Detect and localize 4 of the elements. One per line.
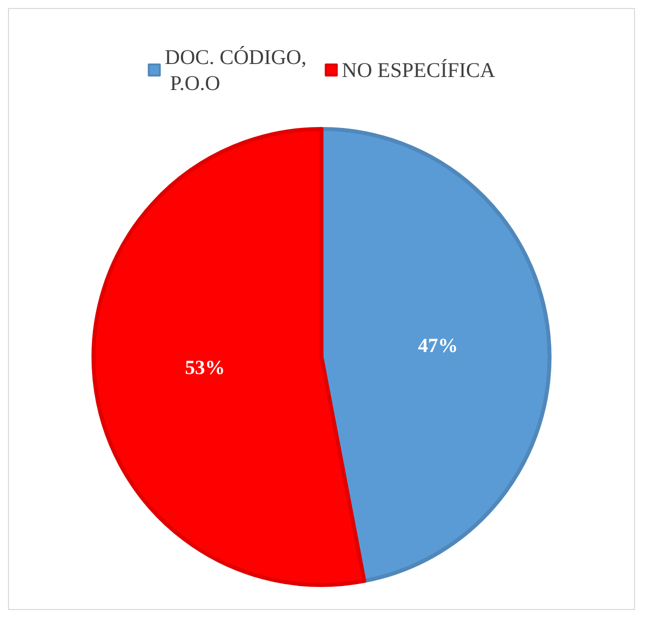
data-label: 53% [185,357,226,380]
legend-label: DOC. CÓDIGO, P.O.O [164,45,307,95]
legend-label: NO ESPECÍFICA [342,58,496,82]
data-label: 47% [418,334,458,357]
